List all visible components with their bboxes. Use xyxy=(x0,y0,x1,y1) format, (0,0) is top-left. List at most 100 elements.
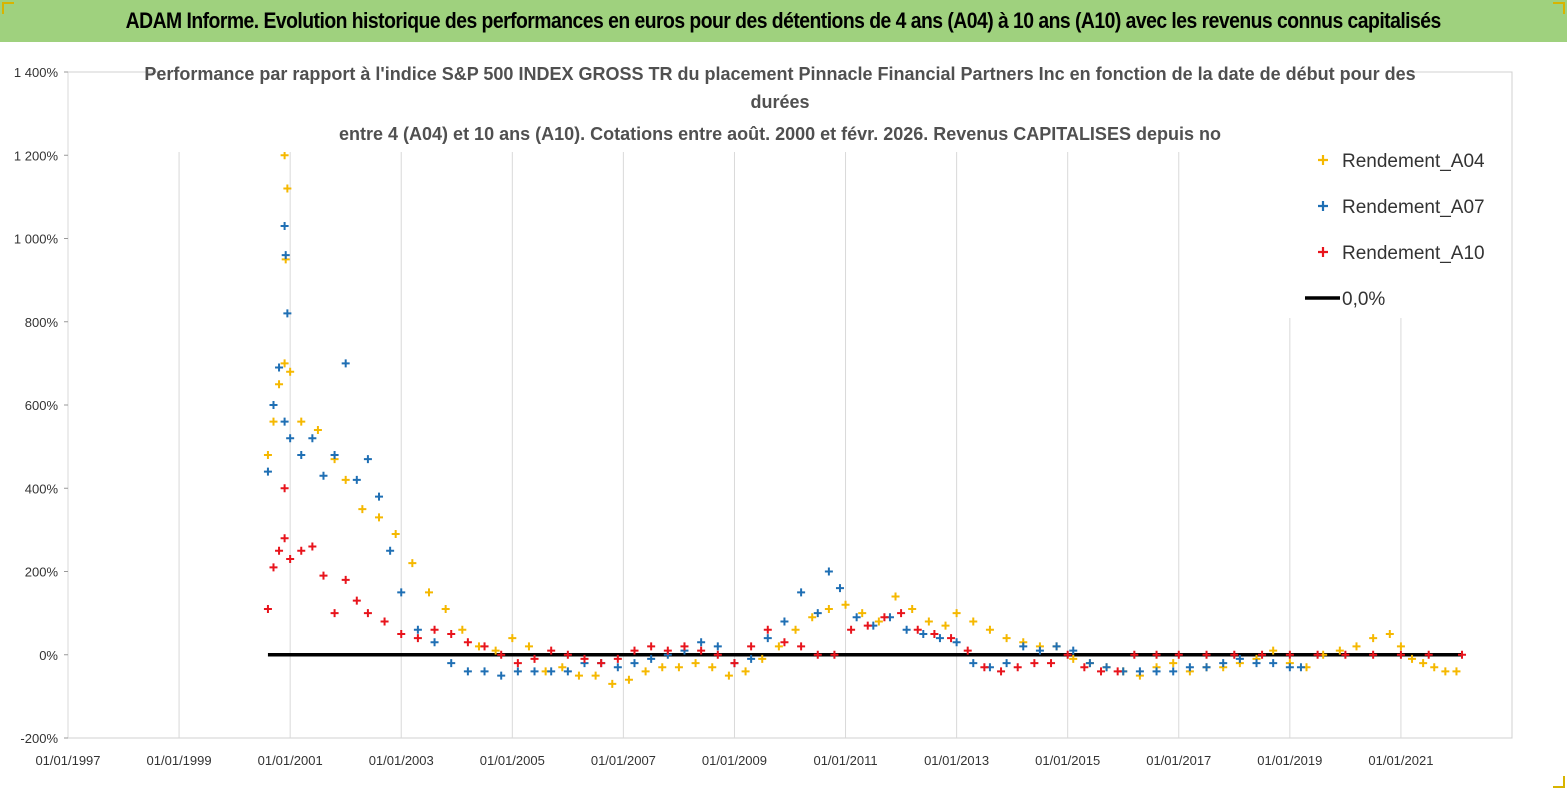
x-tick-label: 01/01/2003 xyxy=(369,753,434,768)
data-point xyxy=(463,638,472,647)
data-point xyxy=(386,546,395,555)
data-point xyxy=(935,634,944,643)
data-point xyxy=(908,604,917,613)
data-point xyxy=(1352,642,1361,651)
data-point xyxy=(930,629,939,638)
data-point xyxy=(747,642,756,651)
data-point xyxy=(597,659,606,668)
data-point xyxy=(997,667,1006,676)
data-point xyxy=(1202,663,1211,672)
data-point xyxy=(613,654,622,663)
performance-chart: -200% 0% 200% 400% 600% 800% 1 000% 1 200% 1 400… xyxy=(14,60,1513,768)
data-point xyxy=(1135,667,1144,676)
data-point xyxy=(1313,650,1322,659)
data-point xyxy=(547,667,556,676)
x-tick-label: 01/01/2001 xyxy=(258,753,323,768)
data-point xyxy=(780,638,789,647)
data-point xyxy=(1113,667,1122,676)
data-point xyxy=(286,367,295,376)
data-point xyxy=(425,588,433,597)
data-point xyxy=(281,251,290,260)
x-tick-label: 01/01/2019 xyxy=(1257,753,1322,768)
data-point xyxy=(430,638,439,647)
data-point xyxy=(1035,646,1044,655)
data-point xyxy=(1069,654,1078,663)
data-point xyxy=(319,471,328,480)
data-point xyxy=(691,659,700,668)
data-point xyxy=(1341,650,1350,659)
data-point xyxy=(1185,663,1194,672)
legend-label: Rendement_A10 xyxy=(1342,243,1485,264)
data-point xyxy=(913,625,922,634)
legend-background xyxy=(1280,138,1510,318)
y-tick-label: 600% xyxy=(25,398,59,413)
data-point xyxy=(1169,659,1178,668)
data-point xyxy=(1202,650,1211,659)
report-title: ADAM Informe. Evolution historique des p… xyxy=(125,8,1442,33)
data-point xyxy=(730,659,739,668)
data-point xyxy=(863,621,872,630)
data-point xyxy=(447,629,456,638)
data-point xyxy=(647,642,656,651)
data-point xyxy=(697,646,706,655)
x-tick-label: 01/01/1999 xyxy=(147,753,212,768)
data-point xyxy=(1047,659,1056,668)
data-point xyxy=(319,571,328,580)
data-point xyxy=(458,625,467,634)
data-point xyxy=(630,646,639,655)
x-tick-label: 01/01/2017 xyxy=(1146,753,1211,768)
data-point xyxy=(391,530,400,539)
data-point xyxy=(574,671,583,680)
data-point xyxy=(697,638,706,647)
data-point xyxy=(297,417,306,426)
data-point xyxy=(308,542,317,551)
y-tick-label: 1 400% xyxy=(14,65,59,80)
data-point xyxy=(580,654,589,663)
data-point xyxy=(286,434,295,443)
data-point xyxy=(308,434,317,443)
data-point xyxy=(630,659,639,668)
data-point xyxy=(969,617,978,626)
data-point xyxy=(902,625,911,634)
data-point xyxy=(808,613,817,622)
data-point xyxy=(1102,663,1111,672)
data-point xyxy=(263,604,272,613)
data-point xyxy=(897,609,906,618)
data-point xyxy=(1230,650,1239,659)
data-point xyxy=(286,555,295,564)
series-rendement_a10 xyxy=(263,484,1467,676)
data-point xyxy=(813,650,822,659)
data-point xyxy=(591,671,600,680)
data-point xyxy=(263,467,272,476)
data-point xyxy=(280,484,289,493)
data-point xyxy=(341,575,350,584)
data-point xyxy=(280,417,289,426)
data-point xyxy=(1285,650,1294,659)
x-tick-label: 01/01/2005 xyxy=(480,753,545,768)
data-point xyxy=(763,634,772,643)
data-point xyxy=(763,625,772,634)
data-point xyxy=(269,401,278,409)
data-point xyxy=(747,654,756,663)
data-point xyxy=(275,363,284,372)
data-point xyxy=(1269,659,1278,668)
data-point xyxy=(547,646,556,655)
data-point xyxy=(1169,667,1178,676)
y-tick-label: 0% xyxy=(39,648,58,663)
data-point xyxy=(1030,659,1039,668)
data-point xyxy=(380,617,389,626)
data-point xyxy=(1080,663,1089,672)
data-point xyxy=(1002,659,1011,668)
data-point xyxy=(375,492,384,501)
data-point xyxy=(952,609,961,618)
data-point xyxy=(1419,659,1428,668)
data-point xyxy=(480,667,489,676)
data-point xyxy=(408,559,417,568)
legend: Rendement_A04 Rendement_A07 Rendement_A10 0… xyxy=(1280,138,1510,318)
data-point xyxy=(741,667,750,676)
data-point xyxy=(724,671,733,680)
data-point xyxy=(275,380,284,389)
data-point xyxy=(658,663,667,672)
data-point xyxy=(758,654,767,663)
data-point xyxy=(397,629,406,638)
